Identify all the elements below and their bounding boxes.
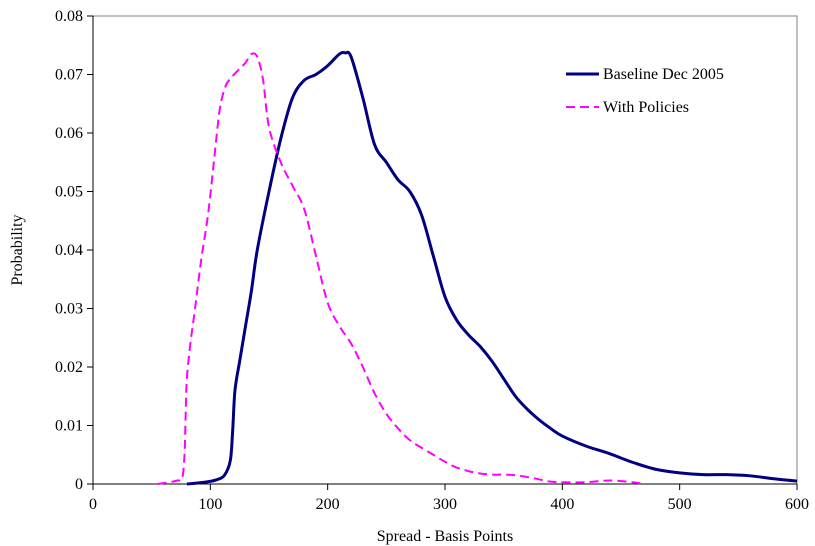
plot-frame <box>92 15 798 485</box>
y-tick-label: 0.04 <box>55 242 83 259</box>
series-line-baseline <box>186 50 798 486</box>
series-line-with-policies <box>157 52 645 485</box>
legend: Baseline Dec 2005 With Policies <box>566 66 724 116</box>
x-tick-label: 400 <box>550 496 574 513</box>
axes: 0 0.01 0.02 0.03 0.04 0.05 0.06 0.07 0.08 0 100 200… <box>55 8 809 513</box>
x-tick-label: 300 <box>433 496 457 513</box>
legend-label: With Policies <box>603 99 689 116</box>
y-tick-label: 0.08 <box>55 8 83 25</box>
x-tick-label: 0 <box>89 496 97 513</box>
x-tick-label: 500 <box>668 496 692 513</box>
y-tick-label: 0.07 <box>55 67 83 84</box>
legend-label: Baseline Dec 2005 <box>603 66 724 83</box>
series-layer <box>157 50 798 486</box>
x-axis-title: Spread - Basis Points <box>377 528 513 545</box>
y-tick-label: 0.02 <box>55 359 83 376</box>
y-tick-label: 0.05 <box>55 184 83 201</box>
x-tick-label: 600 <box>785 496 809 513</box>
x-tick-label: 200 <box>316 496 340 513</box>
y-tick-label: 0 <box>75 476 83 493</box>
y-axis-title: Probability <box>9 214 26 285</box>
x-tick-label: 100 <box>198 496 222 513</box>
y-tick-label: 0.06 <box>55 125 83 142</box>
y-tick-label: 0.01 <box>55 418 83 435</box>
y-tick-label: 0.03 <box>55 301 83 318</box>
